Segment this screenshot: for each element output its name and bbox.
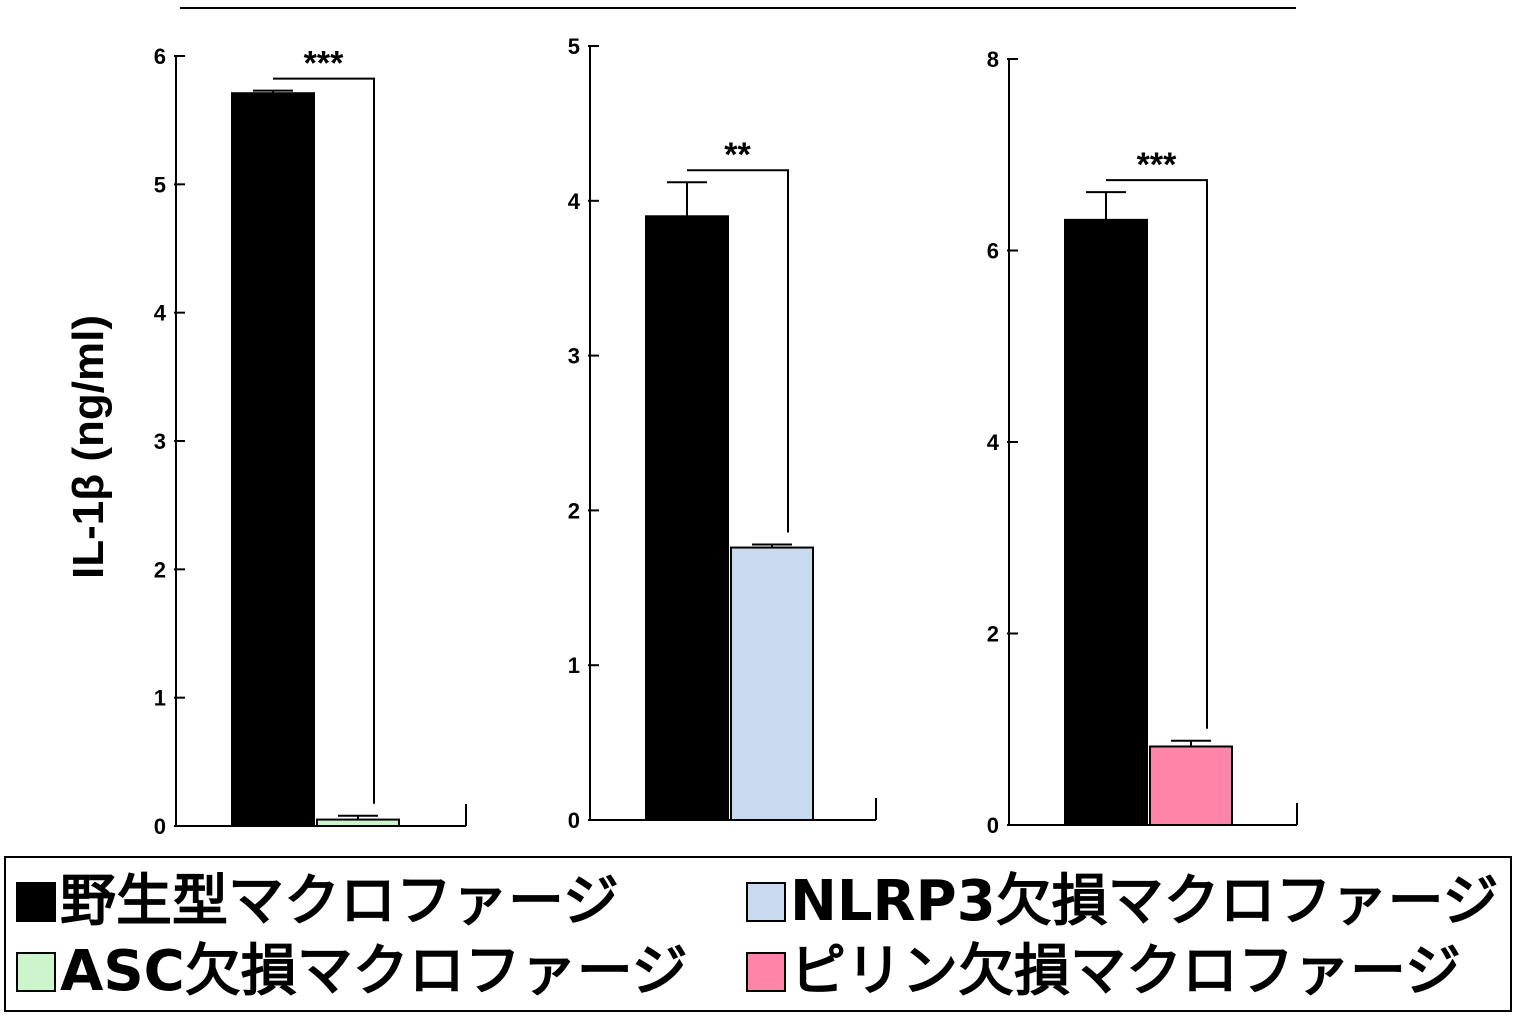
legend-label-asc: ASC欠損マクロファージ <box>60 939 688 1004</box>
significance-label: ** <box>724 136 751 174</box>
significance-bracket <box>1106 179 1208 729</box>
bar-nlrp3 <box>730 546 814 821</box>
y-tick-label: 5 <box>568 34 580 59</box>
y-tick-label: 4 <box>987 430 1000 455</box>
y-tick-label: 6 <box>987 239 999 264</box>
y-tick-label: 0 <box>154 814 166 839</box>
y-tick-label: 2 <box>154 557 166 582</box>
legend-item-asc: ASC欠損マクロファージ <box>16 944 688 1000</box>
y-tick-label: 2 <box>568 498 580 523</box>
y-tick-label: 3 <box>568 344 580 369</box>
panel-1: 0 1 2 3 4 5 6 *** <box>154 44 467 839</box>
bar-pyrin <box>1149 745 1233 826</box>
bar-asc <box>316 818 400 827</box>
legend-swatch-nlrp3 <box>746 882 786 922</box>
legend-swatch-pyrin <box>746 952 786 992</box>
legend-item-nlrp3: NLRP3欠損マクロファージ <box>746 874 1499 930</box>
y-tick-label: 6 <box>154 44 166 69</box>
panel-3: 0 2 4 6 8 *** <box>987 47 1298 838</box>
y-tick-label: 1 <box>154 686 166 711</box>
legend-label-nlrp3: NLRP3欠損マクロファージ <box>790 869 1499 934</box>
y-tick-label: 4 <box>568 189 581 214</box>
legend-label-pyrin: ピリン欠損マクロファージ <box>790 939 1461 1004</box>
legend: 野生型マクロファージ NLRP3欠損マクロファージ ASC欠損マクロファージ ピ… <box>4 856 1512 1012</box>
legend-label-wildtype: 野生型マクロファージ <box>60 869 619 934</box>
legend-swatch-wildtype <box>16 882 56 922</box>
y-tick-label: 5 <box>154 172 166 197</box>
y-tick-label: 2 <box>987 622 999 647</box>
y-axis-label: IL-1β (ng/ml) <box>64 315 113 579</box>
significance-label: *** <box>1137 146 1177 184</box>
y-tick-label: 4 <box>154 301 167 326</box>
y-tick-label: 0 <box>987 813 999 838</box>
y-tick-label: 8 <box>987 47 999 72</box>
legend-swatch-asc <box>16 952 56 992</box>
significance-bracket <box>687 169 789 533</box>
significance-bracket <box>273 77 375 804</box>
legend-item-pyrin: ピリン欠損マクロファージ <box>746 944 1461 1000</box>
bar-wildtype <box>1064 218 1148 827</box>
chart-area: IL-1β (ng/ml) 0 1 2 3 4 5 6 *** 0 1 2 3 4 5 ** 0 2 4 6 8 *** <box>64 7 1298 839</box>
y-tick-label: 1 <box>568 653 580 678</box>
y-tick-label: 0 <box>568 808 580 833</box>
legend-item-wildtype: 野生型マクロファージ <box>16 874 619 930</box>
bar-wildtype <box>231 92 315 827</box>
y-tick-label: 3 <box>154 429 166 454</box>
significance-label: *** <box>304 45 344 83</box>
bar-wildtype <box>645 215 729 821</box>
panel-2: 0 1 2 3 4 5 ** <box>568 34 877 833</box>
